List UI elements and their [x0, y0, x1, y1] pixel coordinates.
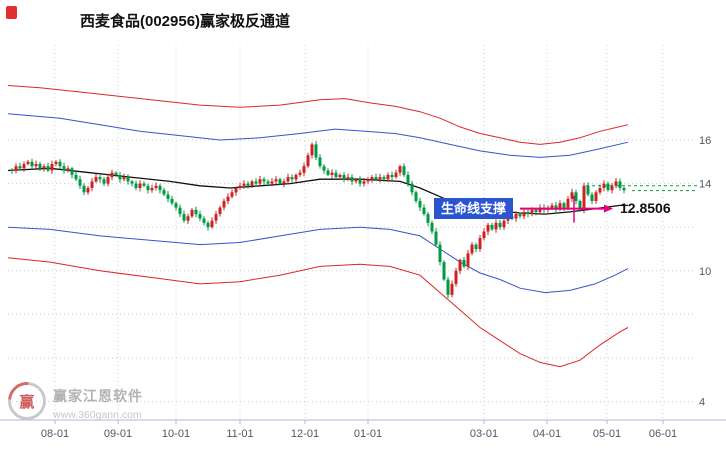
- x-axis-label: 06-01: [649, 428, 677, 440]
- watermark-brand-name: 赢家江恩软件: [53, 388, 143, 404]
- app-logo-icon: [6, 6, 17, 19]
- brand-logo-icon: 赢: [0, 374, 54, 428]
- x-axis-label: 03-01: [470, 428, 498, 440]
- y-axis-label: 16: [699, 135, 711, 147]
- watermark: 赢 赢家江恩软件 www.360gann.com: [0, 374, 143, 428]
- y-axis-label: 4: [699, 397, 705, 409]
- x-axis-label: 10-01: [162, 428, 190, 440]
- x-axis-label: 09-01: [104, 428, 132, 440]
- support-arrow-icon: [604, 204, 613, 213]
- band-lower-outer: [7, 257, 629, 368]
- x-axis-label: 05-01: [593, 428, 621, 440]
- band-lifeline: [7, 167, 628, 215]
- x-axis-label: 08-01: [41, 428, 69, 440]
- watermark-url: www.360gann.com: [53, 409, 142, 421]
- x-axis-label: 01-01: [354, 428, 382, 440]
- band-lower-inner: [7, 226, 629, 294]
- x-axis-label: 11-01: [226, 428, 253, 440]
- y-axis-label: 14: [699, 179, 711, 191]
- band-upper-outer: [7, 85, 629, 145]
- support-price-value: 12.8506: [620, 200, 671, 216]
- lifeline-support-badge: 生命线支撑: [434, 198, 514, 219]
- band-upper-inner: [7, 113, 629, 158]
- chart-title: 西麦食品(002956)赢家极反通道: [80, 13, 291, 30]
- x-axis-label: 12-01: [291, 428, 319, 440]
- x-axis-label: 04-01: [533, 428, 561, 440]
- y-axis-label: 10: [699, 266, 711, 278]
